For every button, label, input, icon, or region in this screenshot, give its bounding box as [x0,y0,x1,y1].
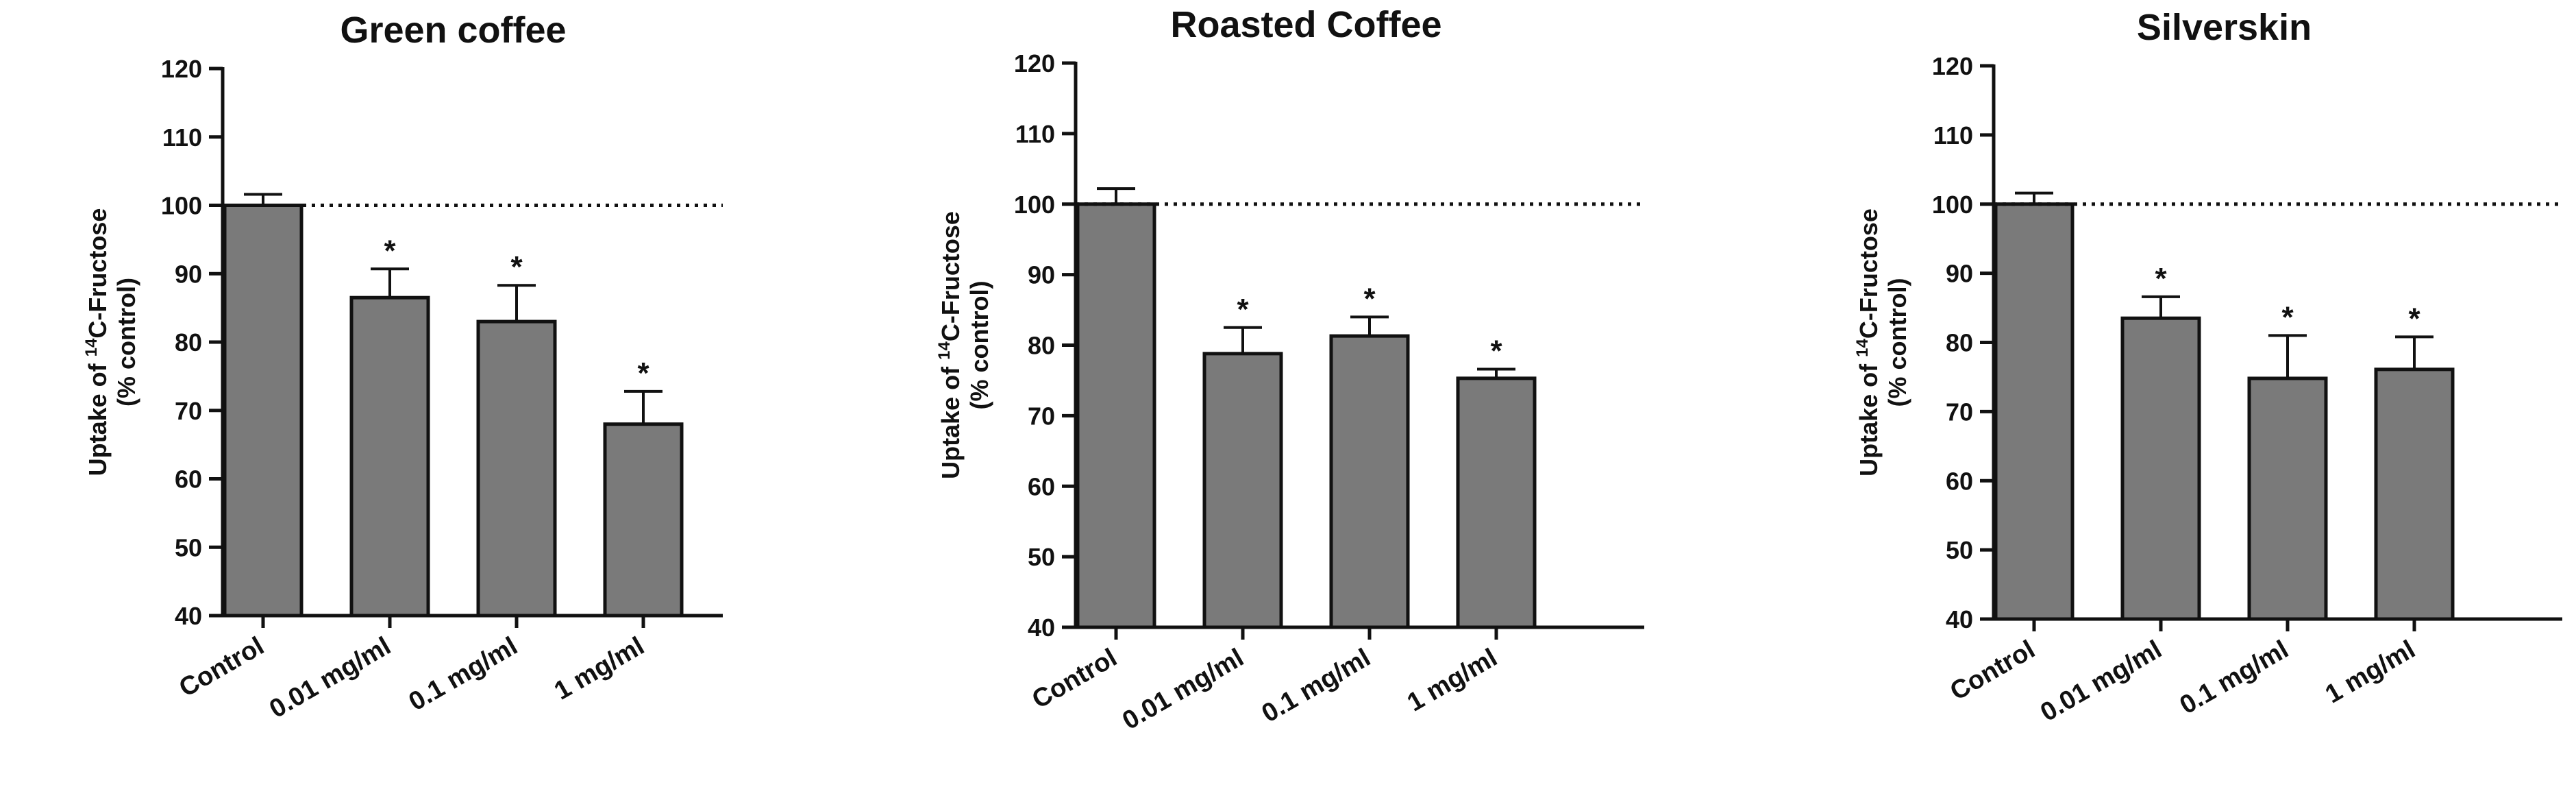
significance-label: * [637,356,649,390]
chart-title: Green coffee [340,10,566,51]
bar [223,204,304,618]
x-tick-label: 0.1 mg/ml [2175,635,2294,720]
y-tick-label: 120 [1014,49,1055,77]
y-axis-label-line2: (% control) [1883,278,1911,407]
y-axis-label: Uptake of 14C-Fructose [1853,208,1883,476]
y-axis-label-line2: (% control) [965,281,993,410]
significance-label: * [1237,293,1249,326]
y-tick-label: 120 [161,55,202,83]
y-tick-label: 50 [175,533,202,561]
bar [603,422,684,618]
chart-panel-silverskin: Silverskin Control * 0.01 mg/ml * 0.1 mg/ml *… [1853,7,2562,727]
bar [1202,352,1283,629]
significance-label: * [2281,300,2294,334]
y-axis-label-line2: (% control) [112,278,140,407]
chart-title: Silverskin [2137,7,2312,48]
y-tick-label: 40 [1946,605,1973,633]
y-tick-label: 50 [1028,543,1055,571]
x-tick-label: 0.1 mg/ml [404,631,523,716]
bar [349,295,430,618]
y-tick-label: 80 [175,328,202,356]
y-tick-label: 110 [162,123,202,152]
chart-title: Roasted Coffee [1170,4,1441,45]
y-tick-label: 40 [1028,614,1055,642]
y-tick-label: 120 [1932,52,1973,80]
significance-label: * [2408,302,2420,335]
x-tick-label: Control [175,631,269,703]
chart-panel-roasted-coffee: Roasted Coffee Control * 0.01 mg/ml * 0.1 mg… [935,4,1644,736]
x-tick-label: 0.01 mg/ml [2035,635,2166,727]
y-tick-label: 80 [1946,329,1973,357]
y-tick-label: 100 [1014,191,1055,219]
y-tick-label: 100 [1932,191,1973,219]
y-axis-label: Uptake of 14C-Fructose [82,208,112,476]
y-tick-label: 80 [1028,332,1055,360]
y-tick-label: 50 [1946,536,1973,564]
y-tick-label: 70 [175,397,202,425]
x-tick-label: 1 mg/ml [2320,635,2420,709]
y-tick-label: 100 [161,192,202,220]
significance-label: * [2155,262,2167,295]
x-tick-label: Control [1946,635,2040,706]
x-tick-label: Control [1028,643,1122,714]
bar [1076,202,1156,629]
bar [2247,376,2328,621]
x-tick-label: 0.01 mg/ml [264,631,395,724]
y-tick-label: 60 [1946,467,1973,495]
bar [2374,367,2455,621]
y-tick-label: 70 [1028,402,1055,430]
y-tick-label: 90 [1028,261,1055,289]
x-tick-label: 0.01 mg/ml [1117,643,1248,736]
bar [1994,202,2075,621]
significance-label: * [1363,282,1376,315]
y-tick-label: 40 [175,602,202,630]
y-tick-label: 60 [1028,472,1055,500]
y-tick-label: 70 [1946,398,1973,426]
significance-label: * [384,234,396,267]
y-tick-label: 60 [175,465,202,494]
significance-label: * [1490,334,1502,367]
bar [476,319,557,618]
significance-label: * [510,250,523,284]
bar [1456,376,1537,629]
x-tick-label: 1 mg/ml [549,631,649,705]
y-tick-label: 90 [175,260,202,288]
y-axis-label: Uptake of 14C-Fructose [935,211,965,479]
x-tick-label: 0.1 mg/ml [1257,643,1376,728]
x-tick-label: 1 mg/ml [1402,643,1502,717]
y-tick-label: 110 [1015,120,1055,148]
bar [2120,316,2201,621]
y-tick-label: 90 [1946,260,1973,288]
bar [1329,334,1410,629]
y-tick-label: 110 [1933,121,1973,149]
chart-panel-green-coffee: Green coffee Control * 0.01 mg/ml * 0.1 mg/m… [82,10,723,724]
